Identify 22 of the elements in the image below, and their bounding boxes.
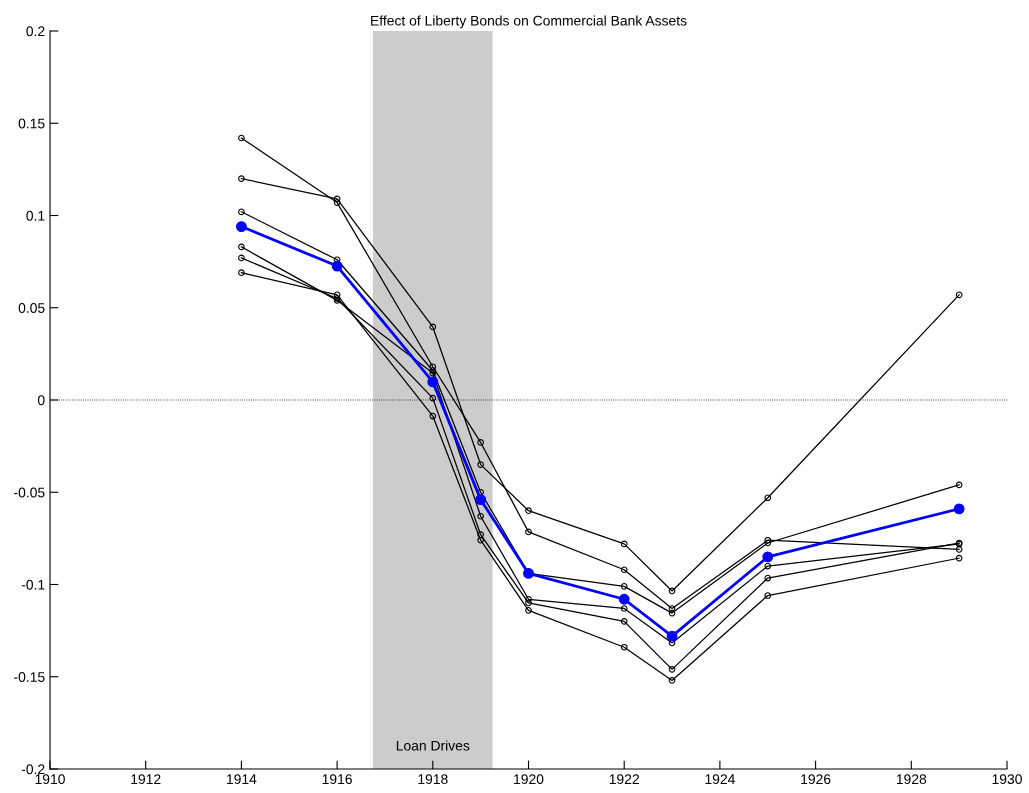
x-tick-label: 1930 bbox=[992, 774, 1022, 785]
x-tick-label: 1924 bbox=[705, 774, 735, 785]
x-tick-label: 1910 bbox=[35, 774, 65, 785]
y-tick-label: 0.15 bbox=[18, 118, 45, 129]
x-tick-label: 1928 bbox=[896, 774, 927, 785]
x-tick-label: 1922 bbox=[609, 774, 639, 785]
x-tick-label: 1914 bbox=[227, 774, 257, 785]
y-tick-label: 0.05 bbox=[18, 303, 45, 313]
x-tick-label: 1926 bbox=[801, 774, 831, 785]
chart-title: Effect of Liberty Bonds on Commercial Bank Assets bbox=[371, 15, 687, 29]
y-tick-label: -0.05 bbox=[14, 487, 45, 498]
x-tick-label: 1912 bbox=[131, 774, 161, 785]
y-tick-label: -0.1 bbox=[21, 579, 45, 590]
x-tick-label: 1918 bbox=[418, 774, 448, 785]
y-tick-label: -0.2 bbox=[21, 764, 45, 775]
y-tick-label: 0.1 bbox=[26, 210, 45, 221]
x-tick-label: 1916 bbox=[322, 774, 352, 785]
y-tick-label: -0.15 bbox=[14, 672, 45, 682]
y-tick-label: 0.2 bbox=[26, 26, 45, 37]
x-tick-label: 1920 bbox=[514, 774, 544, 785]
y-tick-label: 0 bbox=[37, 395, 45, 406]
band-label: Loan Drives bbox=[396, 740, 470, 751]
